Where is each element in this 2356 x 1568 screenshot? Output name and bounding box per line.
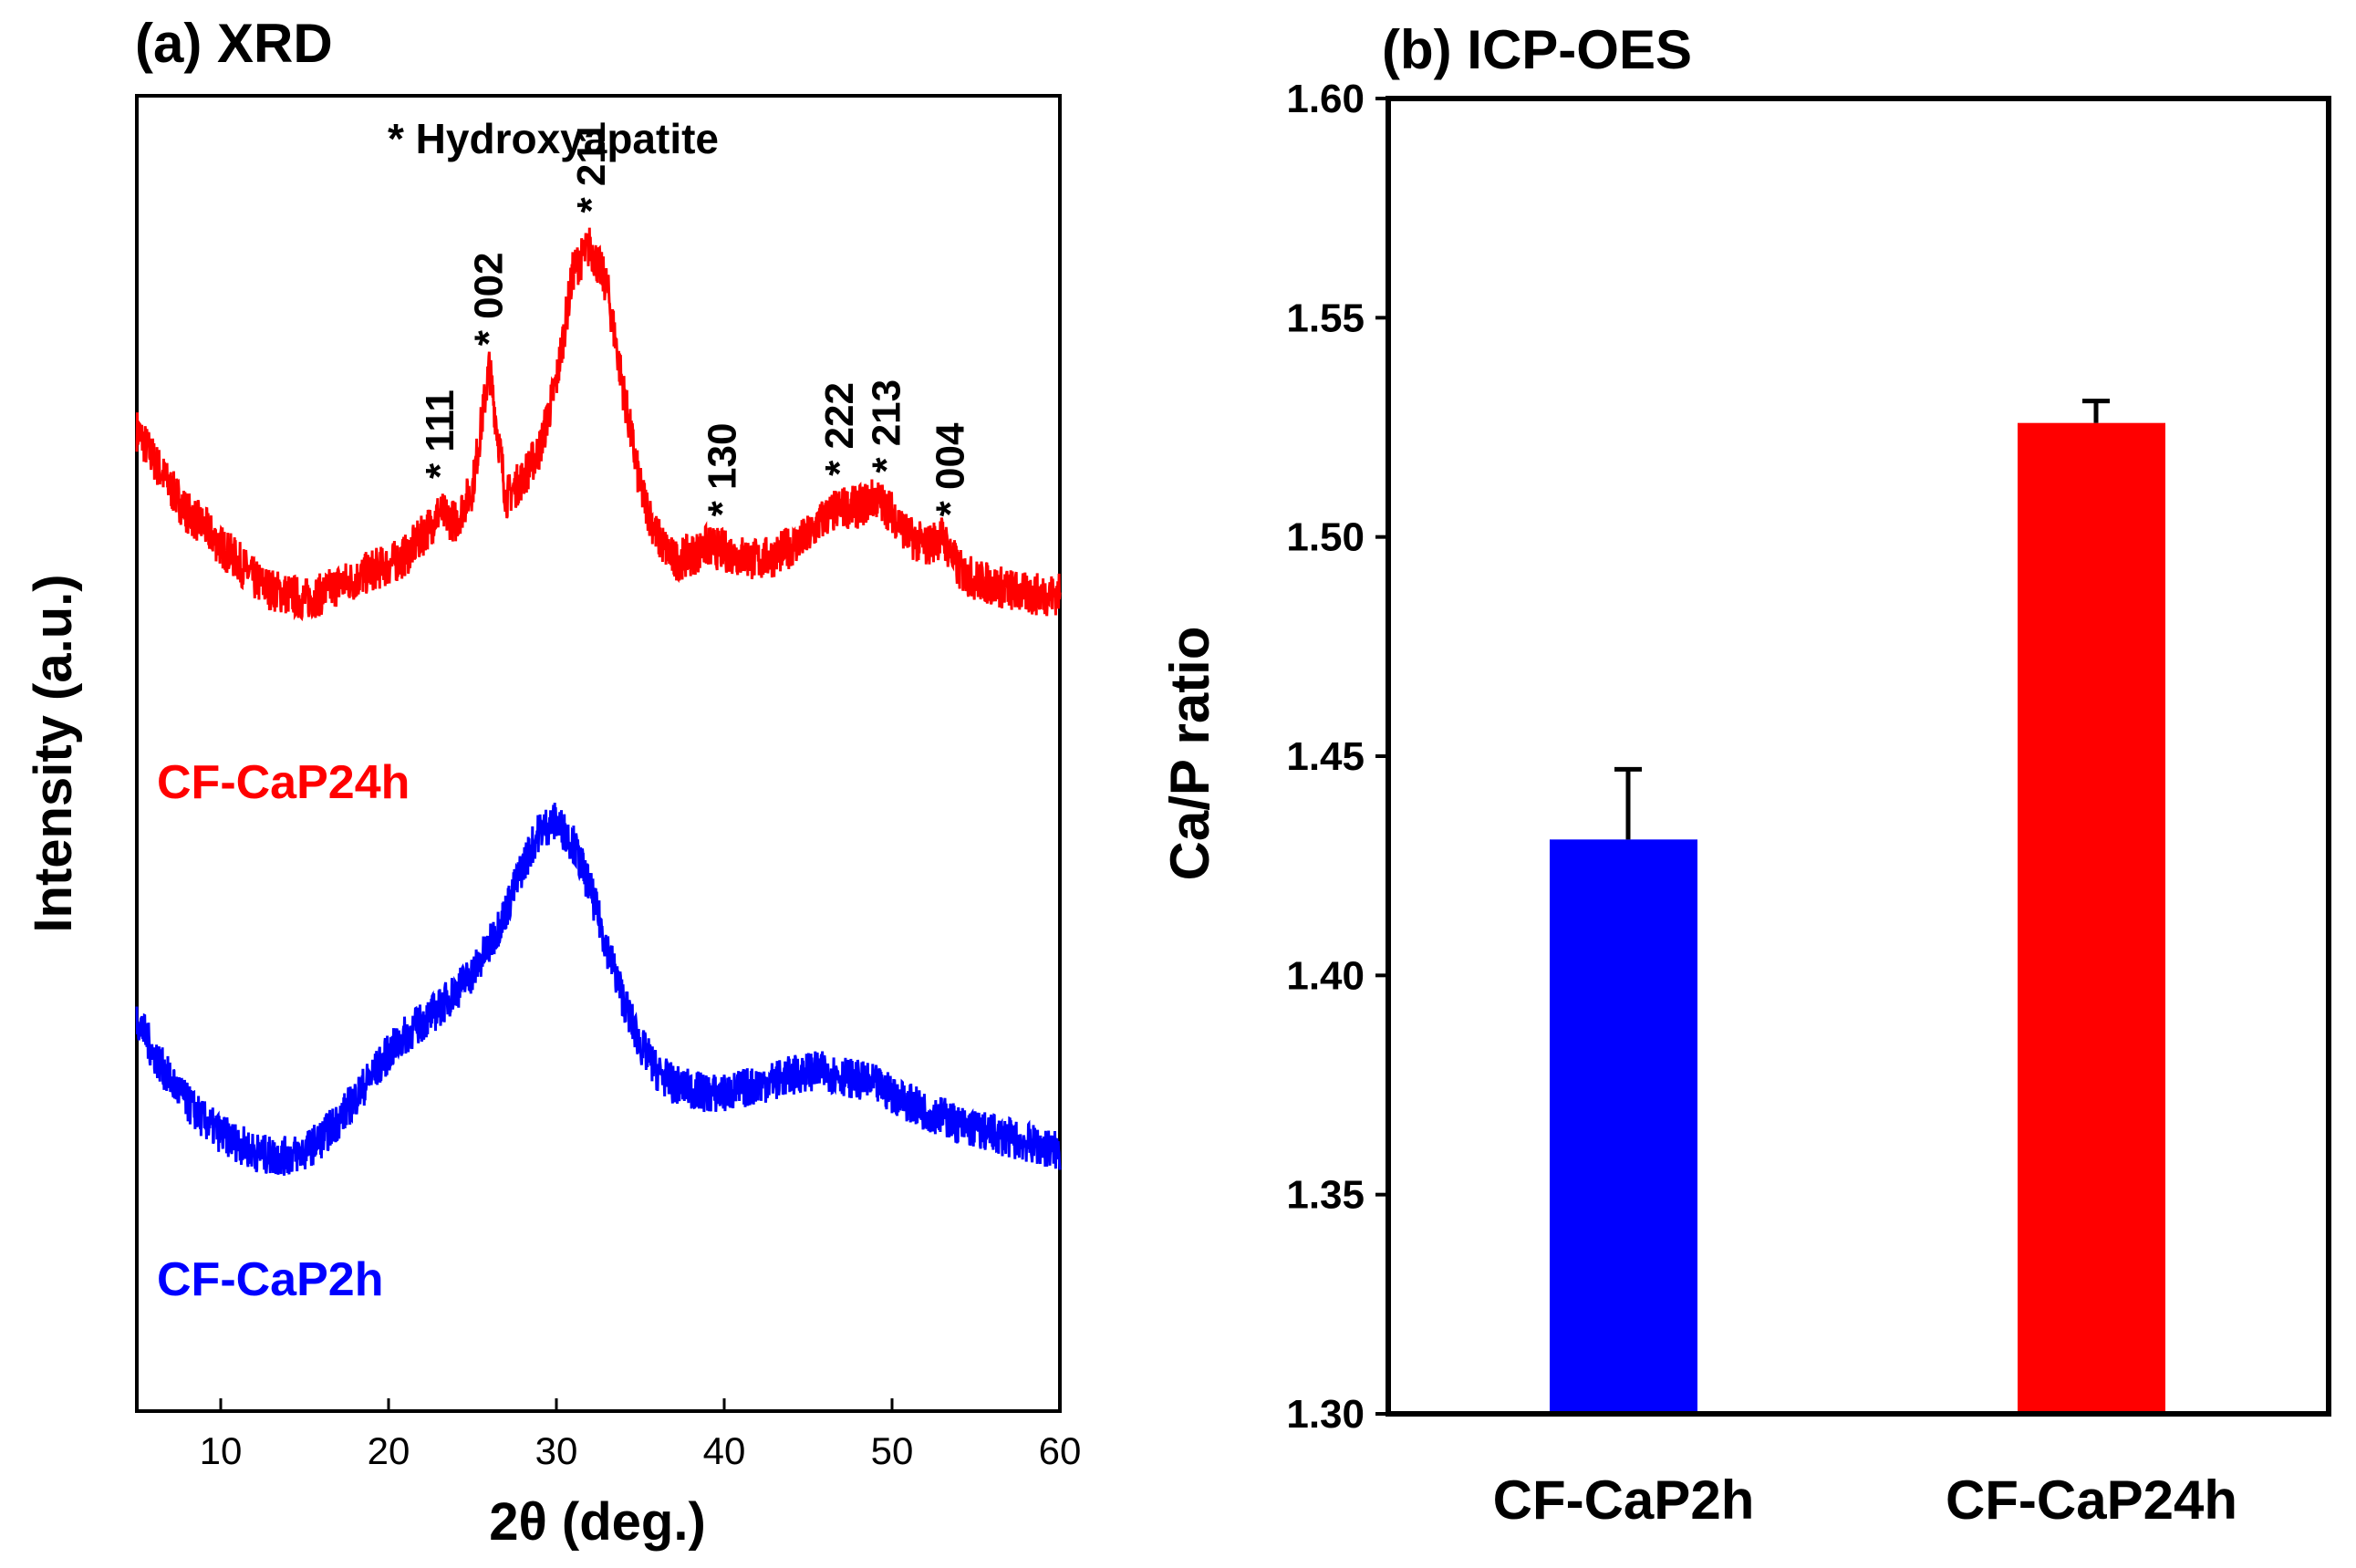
- xrd-x-tick-label: 20: [368, 1429, 410, 1472]
- xrd-series-cf-cap2h: [135, 802, 1062, 1176]
- icp-y-axis: 1.30 1.35 1.40 1.45 1.50 1.55 1.60: [1286, 77, 1388, 1437]
- xrd-series-cf-cap24h: [135, 227, 1062, 622]
- xrd-x-tick-label: 30: [535, 1429, 578, 1472]
- xrd-peak-labels: * 111* 002 * 211 * 130 * 222 * 213 * 004: [418, 121, 972, 516]
- xrd-x-tick-label: 40: [703, 1429, 746, 1472]
- xrd-peak-label: * 004: [929, 422, 973, 516]
- icp-title: (b) ICP-OES: [1382, 19, 1692, 80]
- series-label-cf-cap2h: CF-CaP2h: [157, 1253, 383, 1306]
- icp-bar-cf-cap2h: [1550, 839, 1697, 1414]
- icp-y-tick-label: 1.50: [1286, 515, 1365, 560]
- icp-y-tick-label: 1.60: [1286, 77, 1365, 121]
- icp-panel: (b) ICP-OES 1.30 1.35 1.40 1.45 1.50 1.55 1.60…: [1159, 19, 2331, 1531]
- xrd-x-axis-label: 2θ (deg.): [489, 1492, 706, 1552]
- icp-y-tick-label: 1.45: [1286, 734, 1365, 779]
- xrd-peak-label: * 213: [865, 379, 909, 473]
- icp-x-axis: CF-CaP2h CF-CaP24h: [1493, 1469, 2237, 1531]
- xrd-x-axis: 10 20 30 40 50 60: [200, 1398, 1082, 1472]
- xrd-x-tick-label: 60: [1039, 1429, 1082, 1472]
- hydroxyapatite-legend: * Hydroxyapatite: [388, 115, 719, 162]
- icp-x-tick-label: CF-CaP24h: [1946, 1469, 2237, 1531]
- xrd-x-tick-label: 50: [871, 1429, 914, 1472]
- icp-plot-frame: [1386, 96, 2331, 1417]
- series-label-cf-cap24h: CF-CaP24h: [157, 756, 410, 809]
- xrd-trace-line: [135, 227, 1062, 622]
- icp-y-tick-label: 1.55: [1286, 296, 1365, 340]
- icp-y-axis-label: Ca/P ratio: [1159, 627, 1220, 881]
- icp-y-tick-label: 1.35: [1286, 1173, 1365, 1218]
- xrd-trace-line: [135, 802, 1062, 1176]
- xrd-title: (a) XRD: [135, 13, 333, 74]
- icp-bars: [1550, 399, 2165, 1414]
- xrd-peak-label: * 111: [418, 389, 462, 479]
- xrd-x-tick-label: 10: [200, 1429, 243, 1472]
- xrd-peak-label: * 222: [817, 382, 862, 476]
- xrd-peak-label: * 211: [569, 121, 614, 213]
- icp-y-tick-label: 1.30: [1286, 1392, 1365, 1437]
- xrd-panel: (a) XRD * Hydroxyapatite * 111* 002 * 211…: [24, 13, 1081, 1552]
- icp-x-tick-label: CF-CaP2h: [1493, 1469, 1755, 1531]
- xrd-y-axis-label: Intensity (a.u.): [24, 574, 83, 932]
- xrd-peak-label: * 130: [700, 423, 744, 517]
- xrd-peak-label: * 002: [467, 252, 512, 346]
- xrd-plot-frame: [135, 94, 1062, 1413]
- icp-bar-cf-cap24h: [2018, 422, 2165, 1414]
- icp-y-tick-label: 1.40: [1286, 953, 1365, 998]
